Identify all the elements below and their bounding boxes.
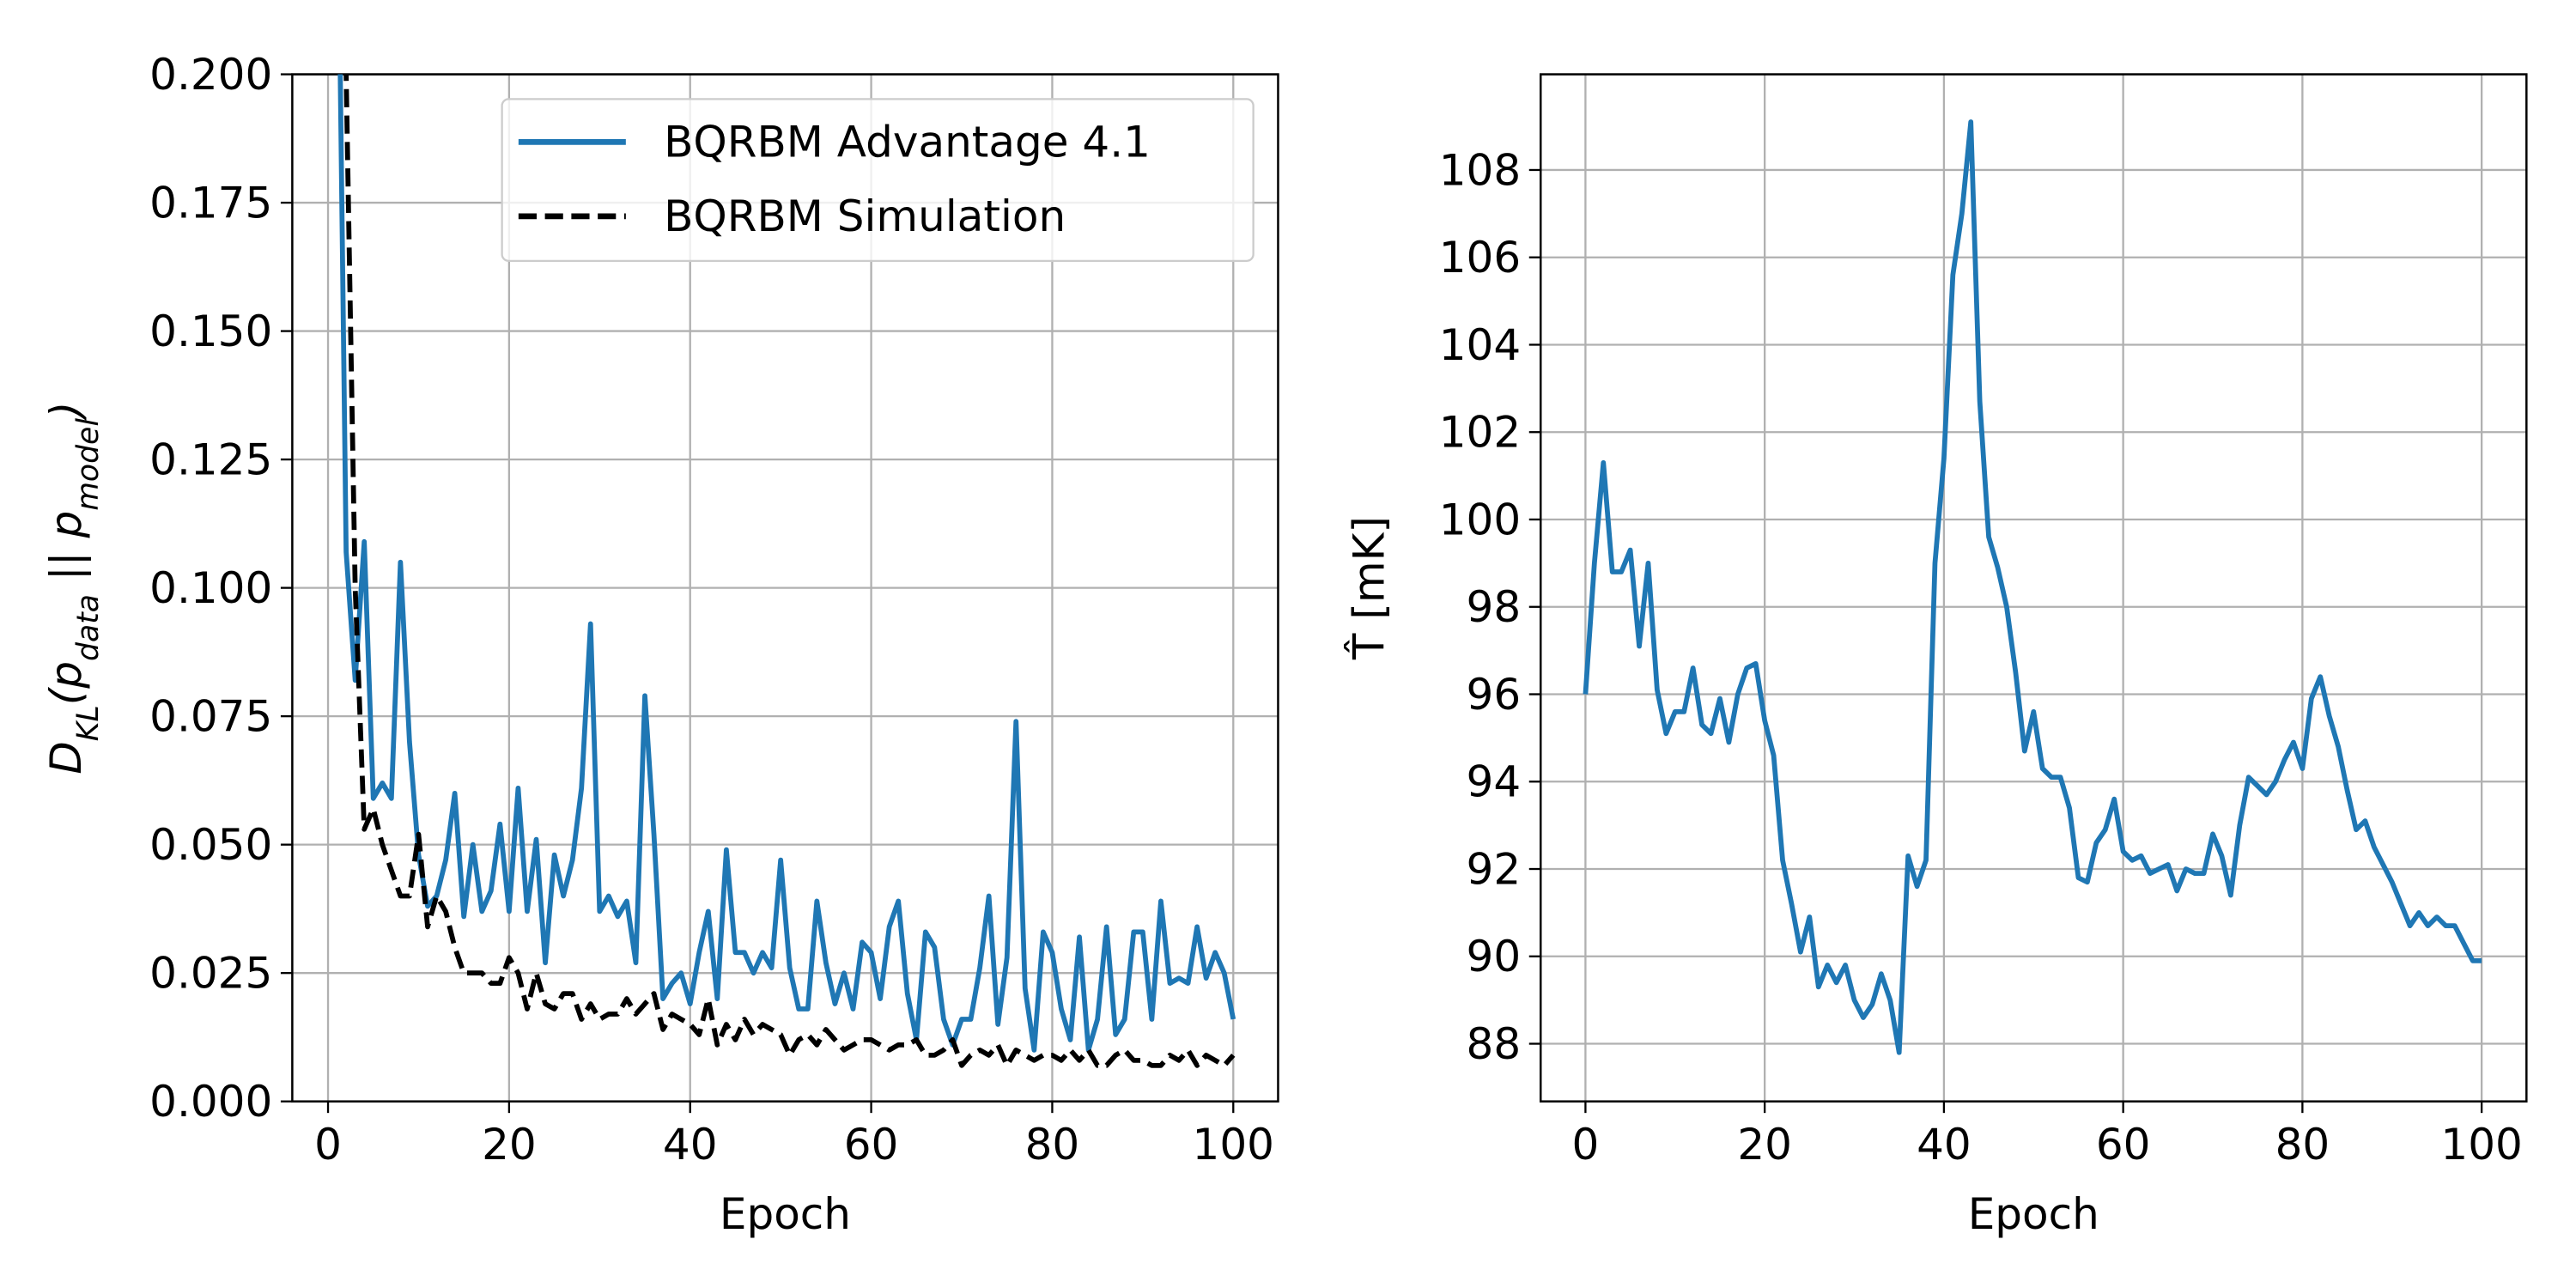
y-tick-label: 0.025 xyxy=(149,948,272,998)
y-tick-label: 92 xyxy=(1467,844,1522,894)
x-tick-label: 20 xyxy=(1737,1120,1792,1170)
x-tick-label: 40 xyxy=(663,1120,718,1170)
x-tick-label: 20 xyxy=(482,1120,537,1170)
x-tick-label: 80 xyxy=(2275,1120,2330,1170)
y-tick-label: 108 xyxy=(1439,145,1521,195)
axes: 0.000 0.025 0.050 0.075 0.100 0.125 0.150 0.175… xyxy=(41,50,1279,1239)
legend-label: BQRBM Simulation xyxy=(664,191,1066,241)
x-tick-label: 40 xyxy=(1917,1120,1971,1170)
y-axis-label-part: || p xyxy=(41,511,91,594)
y-axis-label: T̂ [mK] xyxy=(1343,516,1394,660)
y-tick-label: 0.000 xyxy=(149,1077,272,1127)
x-tick-label: 60 xyxy=(844,1120,899,1170)
y-tick-label: 90 xyxy=(1467,932,1522,981)
y-tick-label: 0.150 xyxy=(149,307,272,356)
y-tick-label: 0.200 xyxy=(149,50,272,100)
axes: 88 90 92 94 96 98 100 102 104 106 108 0 20 40 60 80 100 E… xyxy=(1343,73,2528,1239)
y-tick-label: 0.050 xyxy=(149,820,272,870)
y-tick-label: 100 xyxy=(1439,495,1521,544)
y-tick-label: 0.075 xyxy=(149,691,272,741)
series-line xyxy=(337,74,1236,1053)
plot-frame xyxy=(291,73,1279,1103)
series-group xyxy=(337,74,1236,1068)
y-tick-label: 94 xyxy=(1467,757,1522,807)
x-tick-label: 80 xyxy=(1025,1120,1080,1170)
y-axis-label: DKL(pdata || pmodel) xyxy=(41,401,106,774)
y-axis-label-part: model xyxy=(71,418,106,511)
series-line xyxy=(1583,119,2482,1055)
series-line xyxy=(343,74,1236,1068)
x-tick-label: 0 xyxy=(1572,1120,1600,1170)
y-tick-label: 0.125 xyxy=(149,434,272,484)
y-tick-label: 88 xyxy=(1467,1019,1522,1069)
series-group xyxy=(1583,119,2482,1055)
x-axis-label: Epoch xyxy=(720,1189,851,1239)
x-tick-label: 100 xyxy=(2440,1120,2522,1170)
y-tick-label: 98 xyxy=(1467,582,1522,632)
y-axis-label-part: KL xyxy=(71,705,106,741)
y-axis-label-part: ) xyxy=(41,401,91,422)
x-axis-label: Epoch xyxy=(1968,1189,2099,1239)
y-axis-label-part: D xyxy=(41,741,91,775)
x-tick-label: 60 xyxy=(2096,1120,2151,1170)
y-tick-label: 0.175 xyxy=(149,178,272,228)
y-axis-label-part: (p xyxy=(41,661,91,705)
plot-frame xyxy=(1539,73,2528,1103)
x-tick-label: 100 xyxy=(1193,1120,1274,1170)
x-tick-label: 0 xyxy=(314,1120,342,1170)
y-tick-label: 96 xyxy=(1467,670,1522,720)
y-tick-label: 102 xyxy=(1439,408,1521,458)
y-axis-label-part: data xyxy=(71,594,106,661)
y-tick-label: 0.100 xyxy=(149,563,272,613)
legend-label: BQRBM Advantage 4.1 xyxy=(664,118,1151,167)
legend-box xyxy=(501,98,1255,262)
y-tick-label: 104 xyxy=(1439,320,1521,370)
y-tick-label: 106 xyxy=(1439,233,1521,283)
